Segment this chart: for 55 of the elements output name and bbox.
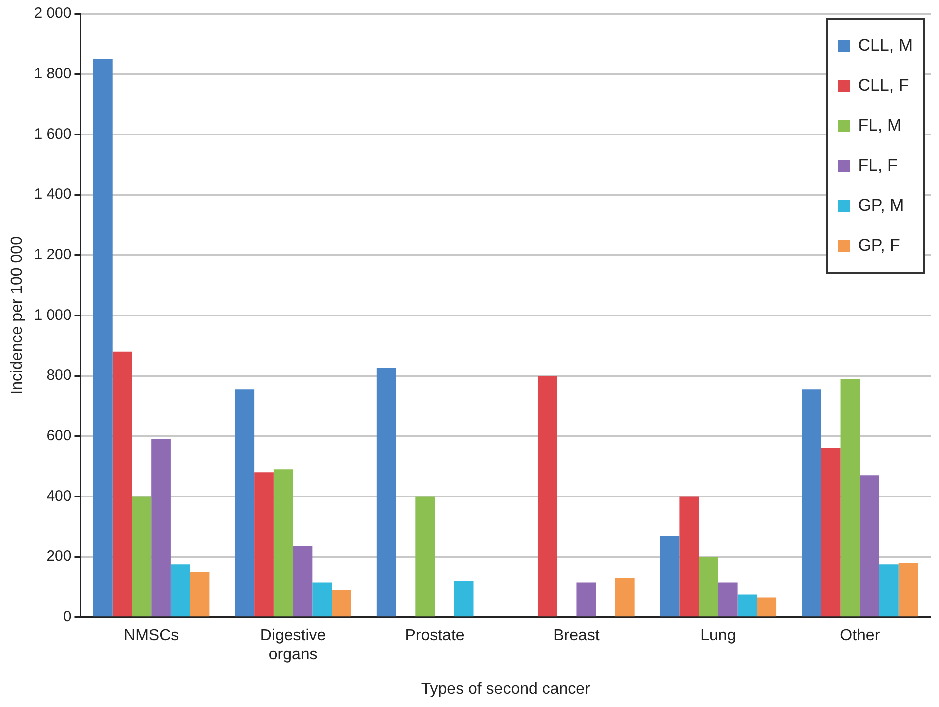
legend-label: FL, F <box>858 156 898 176</box>
legend-label: CLL, F <box>858 76 910 96</box>
x-tick-label: Breast <box>554 627 600 644</box>
bar <box>454 581 474 617</box>
bar <box>538 376 558 617</box>
y-tick-label: 0 <box>63 608 72 626</box>
y-tick-label: 1 200 <box>34 246 72 264</box>
x-axis-title: Types of second cancer <box>421 680 592 698</box>
bar <box>802 390 822 617</box>
x-tick-label: Prostate <box>405 627 465 644</box>
bar <box>170 564 190 617</box>
bar <box>615 578 635 617</box>
bar <box>312 582 332 617</box>
x-tick-label: Digestive organs <box>260 627 326 664</box>
bar <box>93 59 113 617</box>
x-tick-label: NMSCs <box>124 627 180 644</box>
y-tick-label: 200 <box>46 548 72 566</box>
y-tick-label: 1 600 <box>34 126 72 143</box>
bar <box>235 390 255 617</box>
bar <box>718 582 738 617</box>
bar <box>880 564 899 617</box>
bar <box>112 352 132 617</box>
y-axis-title: Incidence per 100 000 <box>9 236 26 395</box>
bar <box>898 563 918 617</box>
bar <box>660 536 680 617</box>
bar <box>274 470 294 617</box>
y-tick-label: 600 <box>46 428 72 445</box>
legend-label: GP, F <box>858 236 900 256</box>
bar <box>152 439 171 617</box>
bar <box>699 557 718 617</box>
y-tick-label: 400 <box>46 488 72 505</box>
bar <box>190 572 210 617</box>
bar <box>680 496 700 617</box>
bar <box>821 448 841 617</box>
legend-label: GP, M <box>858 196 904 216</box>
y-tick-label: 800 <box>46 367 72 384</box>
bar <box>332 590 352 617</box>
bar <box>576 582 596 617</box>
bar <box>757 598 777 617</box>
y-tick-label: 1 800 <box>34 65 72 82</box>
x-tick-label: Lung <box>700 627 736 644</box>
bar <box>254 472 274 617</box>
y-tick-label: 1 000 <box>34 306 72 324</box>
y-tick-label: 1 400 <box>34 186 72 204</box>
bar <box>738 594 758 617</box>
bar <box>416 496 436 617</box>
bar <box>132 496 152 617</box>
bar <box>860 476 880 617</box>
legend-label: CLL, M <box>858 36 913 56</box>
bar <box>376 368 396 617</box>
bar <box>293 546 313 617</box>
y-tick-label: 2 000 <box>34 5 72 22</box>
legend-label: FL, M <box>858 116 902 136</box>
bar <box>840 379 860 617</box>
x-tick-label: Other <box>840 627 881 644</box>
